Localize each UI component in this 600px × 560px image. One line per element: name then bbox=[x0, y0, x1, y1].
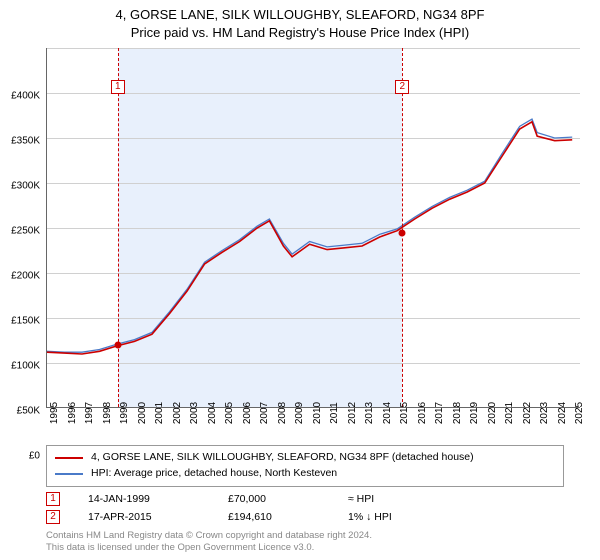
event-date: 14-JAN-1999 bbox=[88, 493, 228, 505]
plot-region: 12 bbox=[46, 48, 580, 408]
chart-container: 4, GORSE LANE, SILK WILLOUGHBY, SLEAFORD… bbox=[0, 0, 600, 560]
line-series-svg bbox=[47, 48, 580, 407]
legend: 4, GORSE LANE, SILK WILLOUGHBY, SLEAFORD… bbox=[46, 445, 564, 487]
title-line2: Price paid vs. HM Land Registry's House … bbox=[0, 24, 600, 42]
event-date: 17-APR-2015 bbox=[88, 511, 228, 523]
event-delta: ≈ HPI bbox=[348, 493, 374, 505]
event-price: £194,610 bbox=[228, 511, 348, 523]
event-price: £70,000 bbox=[228, 493, 348, 505]
event-delta: 1% ↓ HPI bbox=[348, 511, 392, 523]
legend-swatch-property bbox=[55, 457, 83, 459]
footer-line2: This data is licensed under the Open Gov… bbox=[46, 542, 372, 554]
series-hpi bbox=[47, 119, 572, 352]
event-marker: 1 bbox=[46, 492, 60, 506]
chart-title: 4, GORSE LANE, SILK WILLOUGHBY, SLEAFORD… bbox=[0, 0, 600, 41]
title-line1: 4, GORSE LANE, SILK WILLOUGHBY, SLEAFORD… bbox=[0, 6, 600, 24]
footer-attribution: Contains HM Land Registry data © Crown c… bbox=[46, 530, 372, 554]
series-property bbox=[47, 122, 572, 354]
chart-area: 12 £0£50K£100K£150K£200K£250K£300K£350K£… bbox=[46, 48, 580, 408]
legend-row-property: 4, GORSE LANE, SILK WILLOUGHBY, SLEAFORD… bbox=[55, 450, 555, 466]
legend-label-property: 4, GORSE LANE, SILK WILLOUGHBY, SLEAFORD… bbox=[91, 450, 474, 466]
legend-label-hpi: HPI: Average price, detached house, Nort… bbox=[91, 466, 337, 482]
footer-line1: Contains HM Land Registry data © Crown c… bbox=[46, 530, 372, 542]
legend-swatch-hpi bbox=[55, 473, 83, 475]
events-table: 1 14-JAN-1999 £70,000 ≈ HPI 2 17-APR-201… bbox=[46, 490, 546, 526]
event-row: 1 14-JAN-1999 £70,000 ≈ HPI bbox=[46, 490, 546, 508]
legend-row-hpi: HPI: Average price, detached house, Nort… bbox=[55, 466, 555, 482]
event-marker: 2 bbox=[46, 510, 60, 524]
event-row: 2 17-APR-2015 £194,610 1% ↓ HPI bbox=[46, 508, 546, 526]
